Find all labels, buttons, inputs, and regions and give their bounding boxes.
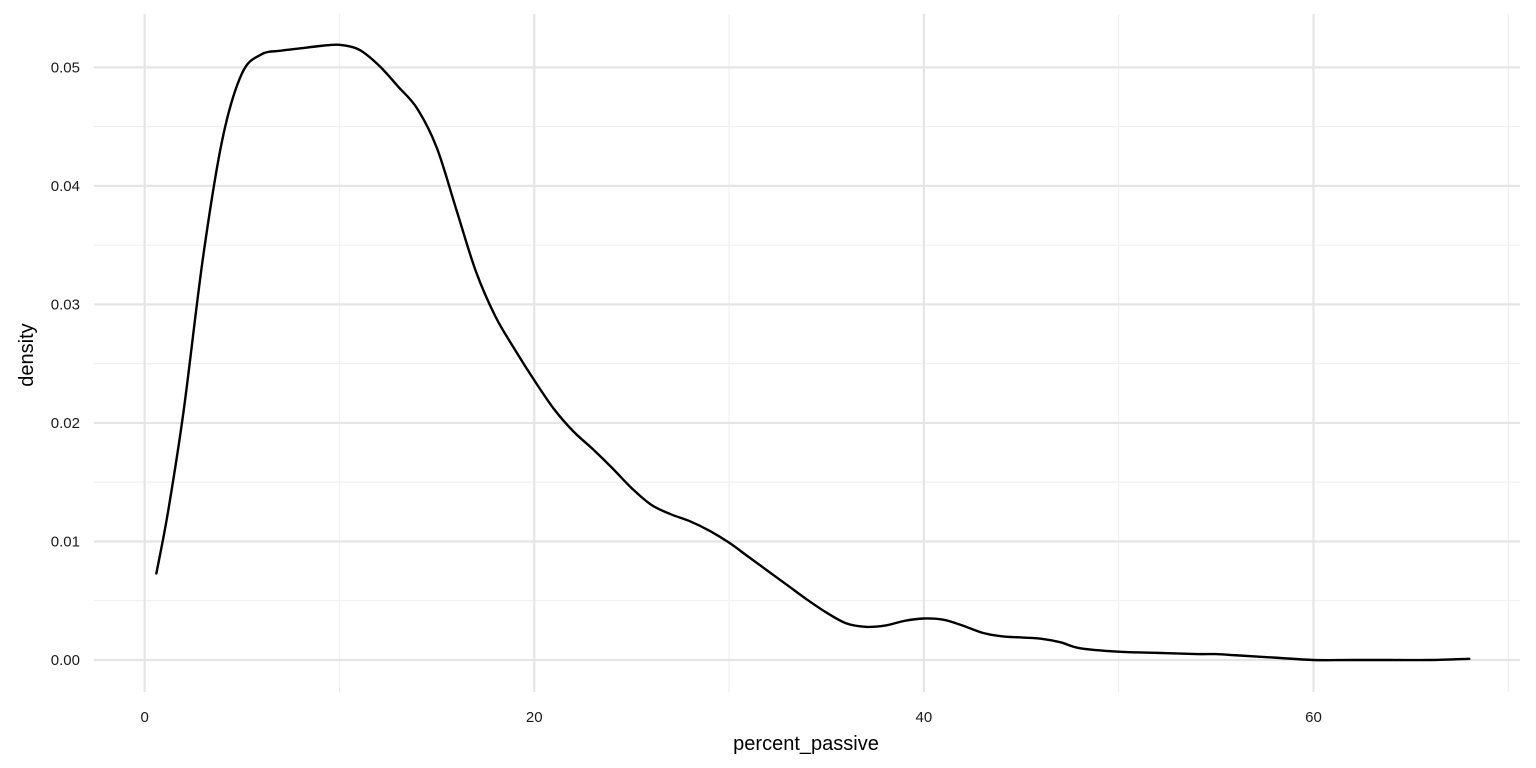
- y-tick-label: 0.02: [51, 415, 80, 432]
- y-tick-label: 0.05: [51, 59, 80, 76]
- series-layer: [155, 43, 1471, 662]
- x-tick-label: 20: [526, 709, 543, 726]
- x-axis-tick-labels: 0 20 40 60: [140, 709, 1321, 726]
- density-curve: [155, 43, 1471, 662]
- x-tick-label: 60: [1305, 709, 1322, 726]
- minor-gridlines: [94, 14, 1520, 692]
- major-gridlines: [94, 14, 1520, 692]
- y-axis-tick-labels: 0.00 0.01 0.02 0.03 0.04 0.05: [51, 59, 80, 669]
- y-tick-label: 0.01: [51, 533, 80, 550]
- y-tick-label: 0.04: [51, 178, 80, 195]
- x-tick-label: 40: [916, 709, 933, 726]
- y-tick-label: 0.03: [51, 296, 80, 313]
- y-tick-label: 0.00: [51, 652, 80, 669]
- x-tick-label: 0: [140, 709, 148, 726]
- y-axis-title: density: [16, 323, 38, 386]
- x-axis-title: percent_passive: [733, 733, 879, 755]
